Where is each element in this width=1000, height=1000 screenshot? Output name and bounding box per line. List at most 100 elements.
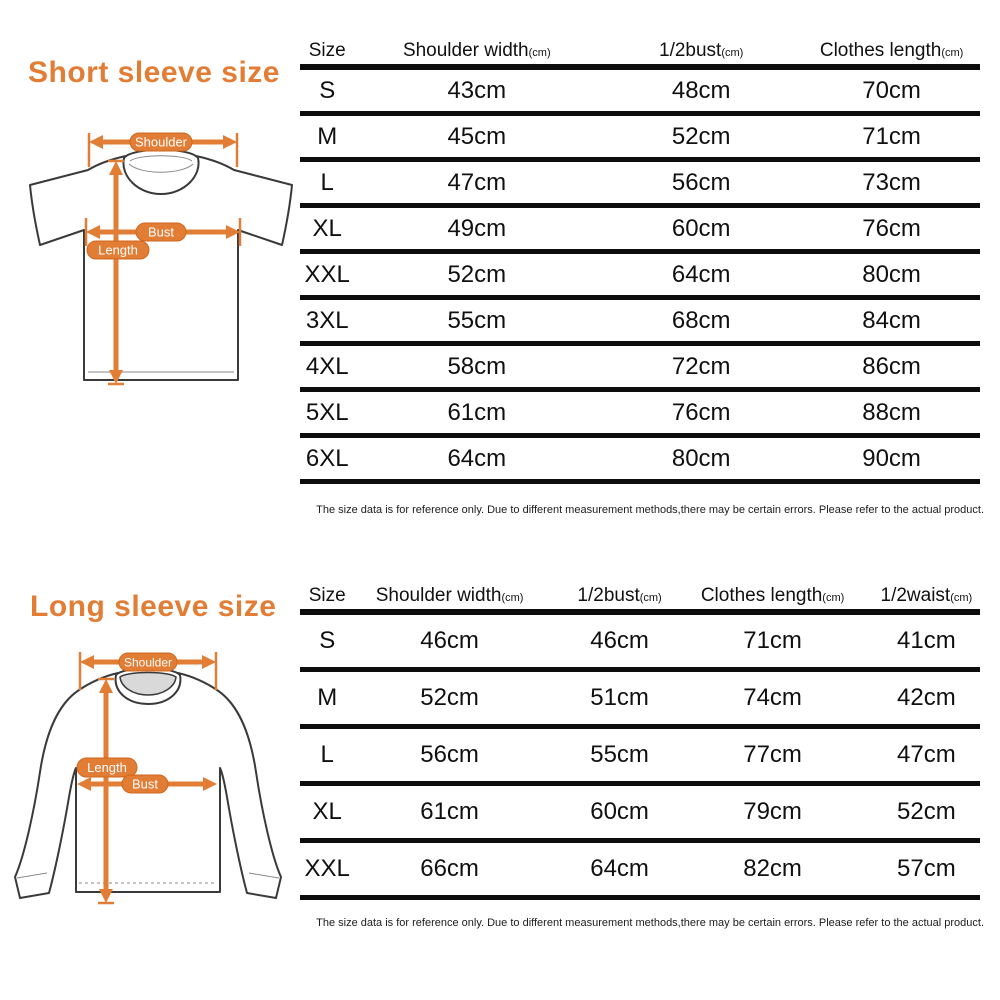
measurement-value: 64cm <box>447 444 507 472</box>
table-row: S 43cm 48cm 70cm <box>300 70 980 116</box>
measurement-value: 73cm <box>862 168 921 196</box>
section-title-short-sleeve: Short sleeve size <box>28 56 280 90</box>
bust-label: Bust <box>132 777 158 792</box>
measurement-value: 86cm <box>862 352 921 380</box>
measurement-value: 48cm <box>671 76 731 104</box>
size-label: L <box>320 168 334 196</box>
measurement-value: 52cm <box>897 798 956 825</box>
measurement-value: 42cm <box>897 684 956 711</box>
measurement-value: 80cm <box>862 260 921 288</box>
short-sleeve-shirt-icon: Shoulder Bust Length <box>29 132 293 386</box>
measurement-value: 43cm <box>447 76 507 104</box>
table-header-row: Size Shoulder width(cm) 1/2bust(cm) Clothes… <box>300 38 980 70</box>
long-sleeve-size-table: Size Shoulder width(cm) 1/2bust(cm) Clothes… <box>300 583 980 900</box>
measurement-value: 41cm <box>897 627 956 654</box>
measurement-value: 47cm <box>897 741 956 768</box>
disclaimer-note: The size data is for reference only. Due… <box>316 504 984 516</box>
measurement-value: 82cm <box>743 855 802 882</box>
measurement-value: 74cm <box>743 684 802 711</box>
table-row: XXL 66cm 64cm 82cm 57cm <box>300 843 980 900</box>
measurement-value: 52cm <box>420 684 479 711</box>
measurement-value: 70cm <box>862 76 921 104</box>
table-row: M 45cm 52cm 71cm <box>300 116 980 162</box>
table-row: XL 49cm 60cm 76cm <box>300 208 980 254</box>
measurement-value: 71cm <box>743 627 802 654</box>
size-label: XL <box>312 214 342 242</box>
size-label: 5XL <box>305 398 349 426</box>
size-label: XXL <box>304 260 350 288</box>
table-row: L 47cm 56cm 73cm <box>300 162 980 208</box>
column-header: Shoulder width(cm) <box>402 40 551 61</box>
measurement-value: 64cm <box>590 855 649 882</box>
length-label: Length <box>87 760 127 775</box>
column-header: 1/2bust(cm) <box>659 40 744 61</box>
measurement-value: 60cm <box>590 798 649 825</box>
column-header: 1/2waist(cm) <box>880 585 973 606</box>
section-title-long-sleeve: Long sleeve size <box>30 590 277 624</box>
table-body: S 46cm 46cm 71cm 41cm M 52cm 51cm 74cm 42cm L 56cm 5… <box>300 615 980 900</box>
column-header: Clothes length(cm) <box>700 585 845 606</box>
measurement-value: 51cm <box>590 684 649 711</box>
table-row: 4XL 58cm 72cm 86cm <box>300 346 980 392</box>
measurement-value: 61cm <box>447 398 507 426</box>
tshirt-outline <box>29 148 293 381</box>
measurement-value: 56cm <box>671 168 731 196</box>
shoulder-label: Shoulder <box>124 656 172 670</box>
measurement-value: 57cm <box>897 855 956 882</box>
short-sleeve-size-table: Size Shoulder width(cm) 1/2bust(cm) Clothes… <box>300 38 980 484</box>
measurement-value: 79cm <box>743 798 802 825</box>
length-pill: Length <box>86 240 150 260</box>
measurement-value: 61cm <box>420 798 479 825</box>
size-label: L <box>320 741 334 768</box>
measurement-value: 80cm <box>671 444 731 472</box>
column-header: Size <box>308 40 346 61</box>
length-measure-arrow <box>108 159 124 386</box>
size-label: XXL <box>304 855 350 882</box>
measurement-value: 52cm <box>671 122 731 150</box>
measurement-value: 46cm <box>420 627 479 654</box>
short-sleeve-diagram: Shoulder Bust Length <box>8 114 293 396</box>
table-body: S 43cm 48cm 70cm M 45cm 52cm 71cm L 47cm 56cm 73cm X… <box>300 70 980 484</box>
size-label: 6XL <box>305 444 349 472</box>
size-label: 3XL <box>305 306 349 334</box>
column-header: Size <box>308 585 346 606</box>
table-row: XXL 52cm 64cm 80cm <box>300 254 980 300</box>
measurement-value: 46cm <box>590 627 649 654</box>
column-header: 1/2bust(cm) <box>577 585 662 606</box>
length-label: Length <box>98 243 138 258</box>
table-row: M 52cm 51cm 74cm 42cm <box>300 672 980 729</box>
bust-measure-arrow: Bust <box>84 218 242 246</box>
shoulder-label: Shoulder <box>135 135 188 150</box>
size-label: 4XL <box>305 352 349 380</box>
measurement-value: 55cm <box>590 741 649 768</box>
table-row: 5XL 61cm 76cm 88cm <box>300 392 980 438</box>
table-row: S 46cm 46cm 71cm 41cm <box>300 615 980 672</box>
length-pill: Length <box>76 757 138 778</box>
measurement-value: 76cm <box>671 398 731 426</box>
measurement-value: 77cm <box>743 741 802 768</box>
bust-label: Bust <box>148 225 174 240</box>
table-row: 6XL 64cm 80cm 90cm <box>300 438 980 484</box>
shoulder-measure-arrow: Shoulder <box>87 132 239 167</box>
measurement-value: 72cm <box>671 352 731 380</box>
measurement-value: 56cm <box>420 741 479 768</box>
table-header-row: Size Shoulder width(cm) 1/2bust(cm) Clothes… <box>300 583 980 615</box>
size-label: XL <box>312 798 342 825</box>
measurement-value: 52cm <box>447 260 507 288</box>
measurement-value: 49cm <box>447 214 507 242</box>
long-sleeve-diagram: Shoulder Length Bust <box>5 631 290 913</box>
measurement-value: 55cm <box>447 306 507 334</box>
table-row: XL 61cm 60cm 79cm 52cm <box>300 786 980 843</box>
measurement-value: 88cm <box>862 398 921 426</box>
length-measure-arrow <box>98 677 114 905</box>
measurement-value: 66cm <box>420 855 479 882</box>
measurement-value: 45cm <box>447 122 507 150</box>
measurement-value: 84cm <box>862 306 921 334</box>
measurement-value: 68cm <box>671 306 731 334</box>
measurement-value: 90cm <box>862 444 921 472</box>
measurement-value: 71cm <box>862 122 921 150</box>
long-sleeve-shirt-icon: Shoulder Length Bust <box>14 652 282 905</box>
disclaimer-note: The size data is for reference only. Due… <box>316 917 984 929</box>
measurement-value: 76cm <box>862 214 921 242</box>
column-header: Clothes length(cm) <box>819 40 964 61</box>
